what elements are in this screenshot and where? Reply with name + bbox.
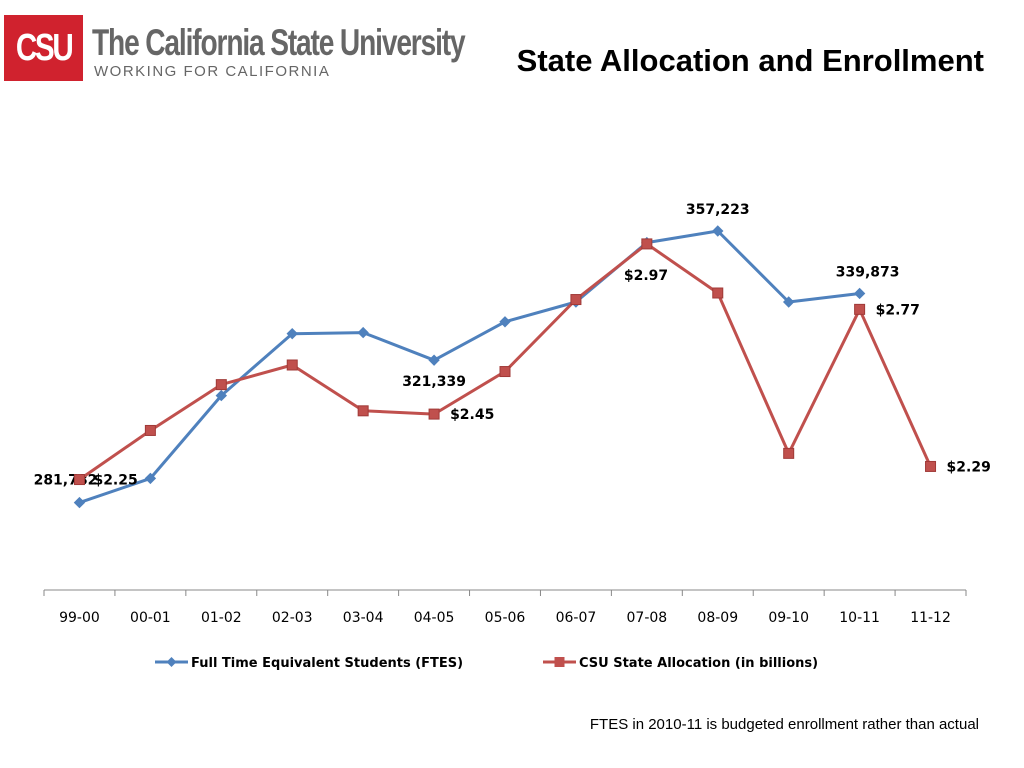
data-point-fte bbox=[428, 354, 440, 366]
data-label-allocation: $2.25 bbox=[93, 473, 137, 489]
data-label-allocation: $2.29 bbox=[947, 459, 991, 475]
data-label-fte: 339,873 bbox=[836, 264, 900, 280]
data-label-fte: 357,223 bbox=[686, 202, 750, 218]
x-tick-label: 04-05 bbox=[414, 610, 455, 626]
data-point-fte bbox=[357, 326, 369, 339]
x-tick-label: 08-09 bbox=[697, 610, 738, 626]
csu-logo: CSU The California State University WORK… bbox=[4, 15, 466, 81]
university-name: The California State University bbox=[92, 22, 466, 63]
data-point-fte bbox=[144, 472, 157, 485]
x-tick-label: 03-04 bbox=[343, 610, 384, 626]
data-point-allocation bbox=[428, 408, 440, 420]
data-point-fte bbox=[499, 316, 511, 328]
data-point-allocation bbox=[783, 447, 795, 459]
data-point-fte bbox=[215, 389, 228, 402]
logo-box-text: CSU bbox=[15, 26, 74, 69]
data-point-allocation bbox=[357, 405, 369, 417]
page-title: State Allocation and Enrollment bbox=[516, 43, 984, 78]
data-point-allocation bbox=[286, 359, 298, 371]
data-point-fte bbox=[286, 327, 298, 340]
legend-label-2: CSU State Allocation (in billions) bbox=[579, 656, 818, 671]
data-point-allocation bbox=[854, 303, 866, 315]
data-point-fte bbox=[782, 296, 795, 308]
x-tick-label: 02-03 bbox=[272, 610, 313, 626]
x-tick-label: 10-11 bbox=[839, 610, 880, 626]
data-label-allocation: $2.77 bbox=[876, 302, 920, 318]
footnote: FTES in 2010-11 is budgeted enrollment r… bbox=[589, 716, 979, 733]
university-tagline: WORKING FOR CALIFORNIA bbox=[94, 63, 331, 80]
data-point-allocation bbox=[570, 294, 582, 306]
data-label-allocation: $2.45 bbox=[450, 407, 494, 423]
data-point-allocation bbox=[641, 238, 653, 250]
x-tick-label: 99-00 bbox=[59, 610, 100, 626]
data-point-fte bbox=[712, 225, 724, 237]
data-label-fte: 321,339 bbox=[402, 374, 466, 390]
data-point-allocation bbox=[73, 474, 85, 486]
x-tick-label: 06-07 bbox=[556, 610, 597, 626]
x-tick-label: 05-06 bbox=[485, 610, 526, 626]
data-point-allocation bbox=[499, 366, 511, 378]
x-tick-label: 00-01 bbox=[130, 610, 171, 626]
legend-label-1: Full Time Equivalent Students (FTES) bbox=[191, 656, 463, 671]
data-point-fte bbox=[73, 496, 86, 509]
data-point-fte bbox=[853, 287, 866, 300]
x-tick-label: 07-08 bbox=[627, 610, 668, 626]
data-point-allocation bbox=[144, 424, 156, 436]
data-point-allocation bbox=[215, 379, 227, 391]
csu-logo-box: CSU bbox=[4, 15, 83, 81]
data-label-allocation: $2.97 bbox=[624, 268, 668, 284]
series-line-1 bbox=[79, 229, 860, 505]
data-point-allocation bbox=[925, 460, 937, 472]
x-tick-label: 09-10 bbox=[768, 610, 809, 626]
x-tick-label: 11-12 bbox=[910, 610, 951, 626]
data-point-allocation bbox=[712, 287, 724, 299]
legend-marker-diamond bbox=[166, 657, 177, 667]
x-tick-label: 01-02 bbox=[201, 610, 242, 626]
series-line-2 bbox=[78, 242, 932, 481]
legend-marker-square bbox=[554, 657, 565, 667]
